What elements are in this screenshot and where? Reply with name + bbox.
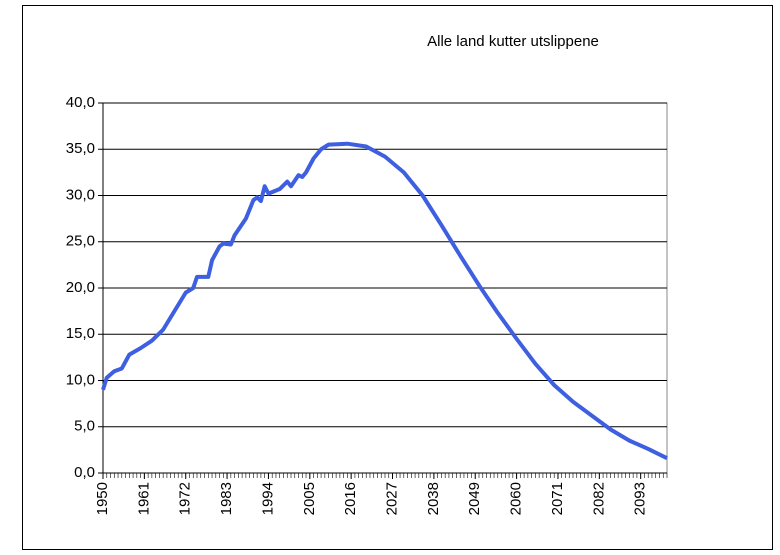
y-tick-label: 20,0 [66, 279, 95, 296]
x-tick-label: 2082 [590, 482, 607, 515]
data-line [101, 141, 668, 460]
x-tick-label: 1961 [135, 482, 152, 515]
x-tick-label: 2027 [383, 482, 400, 515]
y-tick-label: 25,0 [66, 233, 95, 250]
x-tick-label: 2038 [425, 482, 442, 515]
y-tick-label: 15,0 [66, 325, 95, 342]
y-tick-label: 30,0 [66, 186, 95, 203]
y-tick-label: 0,0 [74, 464, 95, 481]
x-tick-label: 1994 [259, 482, 276, 515]
y-tick-label: 5,0 [74, 418, 95, 435]
x-tick-label: 2060 [508, 482, 525, 515]
x-tick-label: 2016 [342, 482, 359, 515]
chart-title: Alle land kutter utslippene [427, 33, 599, 50]
x-tick-label: 1972 [177, 482, 194, 515]
x-tick-label: 2093 [632, 482, 649, 515]
x-tick-label: 2049 [466, 482, 483, 515]
y-tick-label: 35,0 [66, 140, 95, 157]
x-tick-label: 2071 [549, 482, 566, 515]
x-tick-label: 1983 [218, 482, 235, 515]
y-tick-label: 10,0 [66, 371, 95, 388]
x-tick-label: 1950 [94, 482, 111, 515]
y-tick-label: 40,0 [66, 94, 95, 111]
x-tick-label: 2005 [301, 482, 318, 515]
